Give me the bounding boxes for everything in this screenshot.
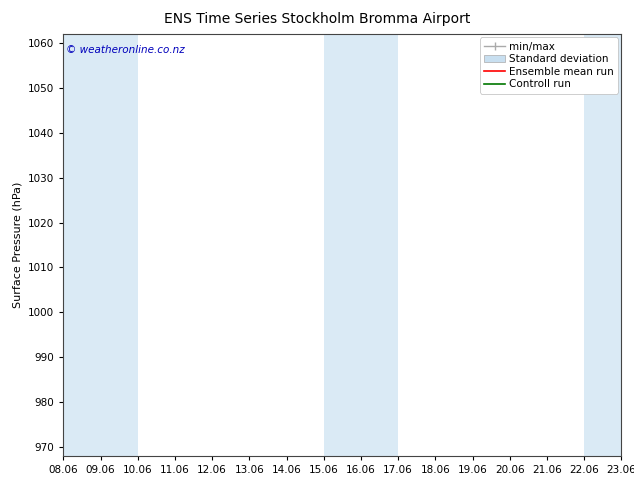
Title: ENS Time Series Stockholm Bromma Airport    Fr. 07.06.2024 12 UTC: ENS Time Series Stockholm Bromma Airport… — [0, 489, 1, 490]
Text: ENS Time Series Stockholm Bromma Airport: ENS Time Series Stockholm Bromma Airport — [164, 12, 470, 26]
Legend: min/max, Standard deviation, Ensemble mean run, Controll run: min/max, Standard deviation, Ensemble me… — [480, 37, 618, 94]
Bar — [63, 34, 138, 456]
Text: © weatheronline.co.nz: © weatheronline.co.nz — [66, 45, 185, 55]
Bar — [584, 34, 621, 456]
Bar — [324, 34, 398, 456]
Y-axis label: Surface Pressure (hPa): Surface Pressure (hPa) — [13, 182, 23, 308]
